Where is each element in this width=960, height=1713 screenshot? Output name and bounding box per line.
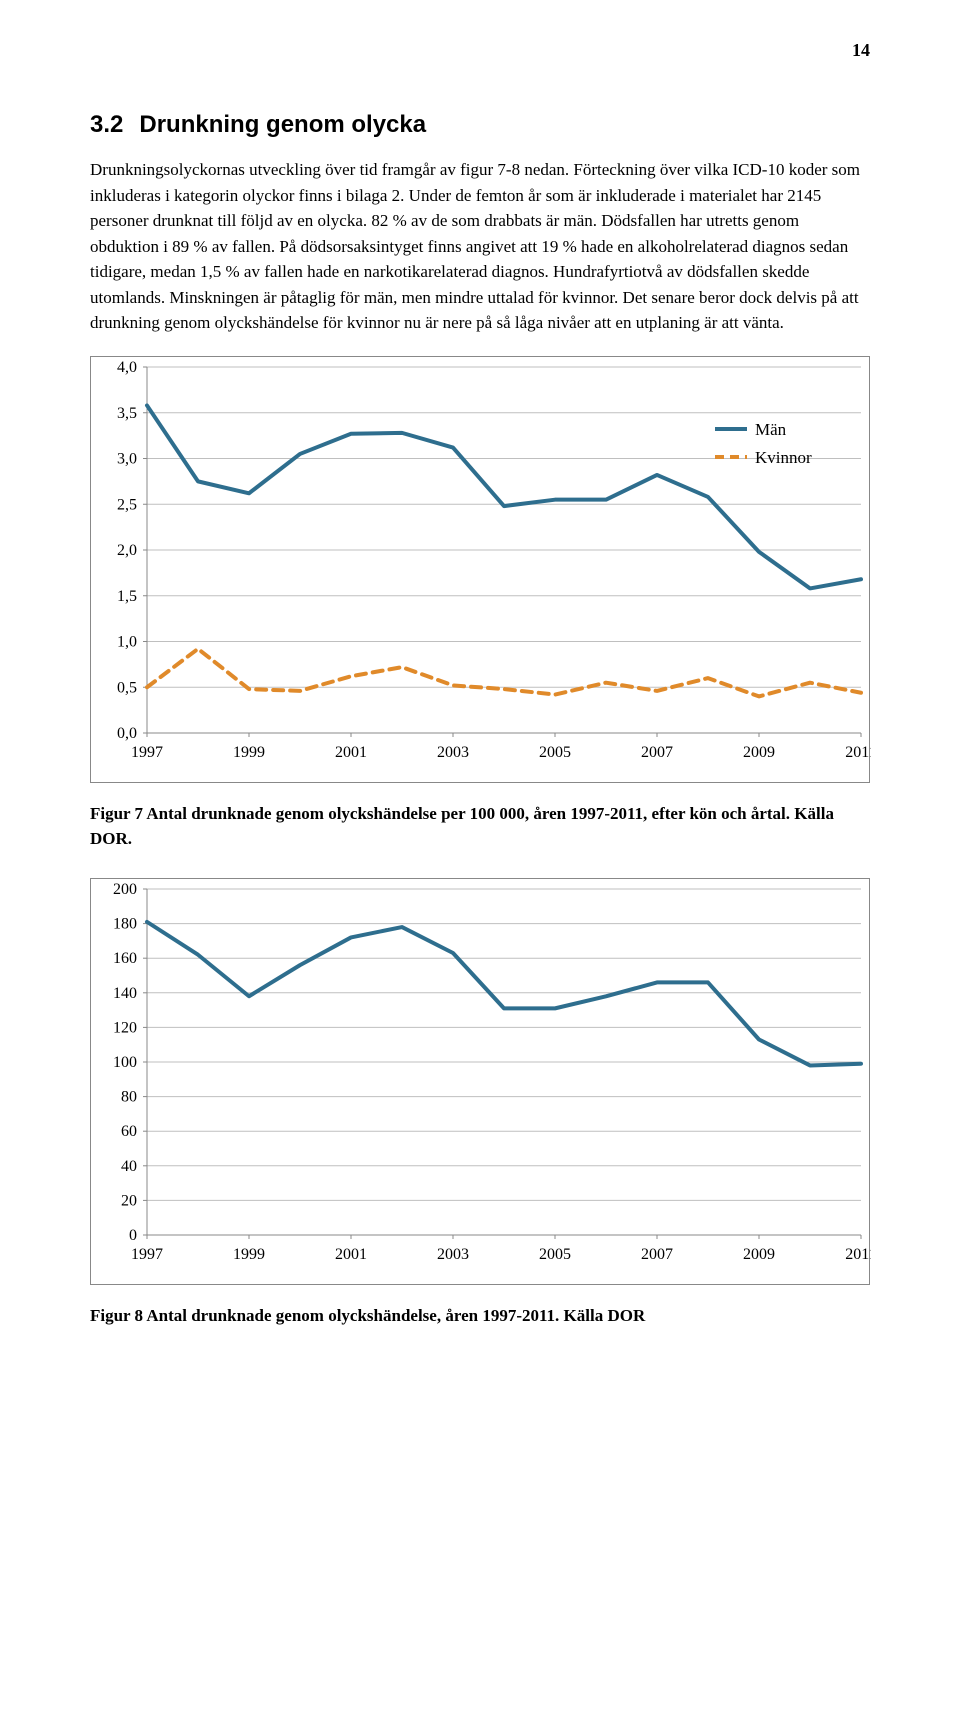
svg-text:2005: 2005 (539, 744, 571, 761)
section-heading: 3.2 Drunkning genom olycka (90, 111, 870, 139)
section-title: Drunkning genom olycka (139, 111, 426, 138)
section-number: 3.2 (90, 111, 123, 138)
svg-text:0,5: 0,5 (117, 679, 137, 696)
svg-text:100: 100 (113, 1054, 137, 1071)
svg-text:200: 200 (113, 881, 137, 898)
svg-text:2007: 2007 (641, 744, 673, 761)
svg-text:1997: 1997 (131, 744, 163, 761)
svg-text:1999: 1999 (233, 1246, 265, 1263)
svg-text:Män: Män (755, 420, 787, 439)
svg-text:0,0: 0,0 (117, 725, 137, 742)
svg-text:20: 20 (121, 1192, 137, 1209)
svg-text:2,5: 2,5 (117, 496, 137, 513)
svg-text:2005: 2005 (539, 1246, 571, 1263)
figure-8-caption: Figur 8 Antal drunknade genom olyckshänd… (90, 1303, 870, 1329)
svg-text:3,5: 3,5 (117, 404, 137, 421)
svg-text:4,0: 4,0 (117, 359, 137, 376)
svg-text:3,0: 3,0 (117, 450, 137, 467)
figure-8-chart: 0 20 40 60 80 100 120 140 160 180 200 1997 1999 2001 2… (90, 878, 870, 1285)
svg-text:2007: 2007 (641, 1246, 673, 1263)
svg-text:2009: 2009 (743, 1246, 775, 1263)
body-paragraph: Drunkningsolyckornas utveckling över tid… (90, 157, 870, 336)
svg-text:80: 80 (121, 1088, 137, 1105)
svg-text:2003: 2003 (437, 1246, 469, 1263)
svg-text:1999: 1999 (233, 744, 265, 761)
svg-text:2003: 2003 (437, 744, 469, 761)
svg-text:1,0: 1,0 (117, 633, 137, 650)
figure-7-chart: 0,0 0,5 1,0 1,5 2,0 2,5 3,0 3,5 4,0 1997 1999 2001 2… (90, 356, 870, 783)
svg-text:0: 0 (129, 1227, 137, 1244)
svg-text:2001: 2001 (335, 1246, 367, 1263)
svg-text:2011: 2011 (845, 1246, 871, 1263)
svg-text:2009: 2009 (743, 744, 775, 761)
svg-text:160: 160 (113, 950, 137, 967)
svg-text:140: 140 (113, 984, 137, 1001)
svg-text:2001: 2001 (335, 744, 367, 761)
svg-text:120: 120 (113, 1019, 137, 1036)
svg-text:180: 180 (113, 915, 137, 932)
figure-7-caption: Figur 7 Antal drunknade genom olyckshänd… (90, 801, 870, 852)
page-number: 14 (90, 40, 870, 61)
svg-text:60: 60 (121, 1123, 137, 1140)
svg-text:2011: 2011 (845, 744, 871, 761)
svg-text:1997: 1997 (131, 1246, 163, 1263)
svg-text:Kvinnor: Kvinnor (755, 448, 812, 467)
svg-text:40: 40 (121, 1157, 137, 1174)
svg-text:1,5: 1,5 (117, 587, 137, 604)
svg-text:2,0: 2,0 (117, 542, 137, 559)
